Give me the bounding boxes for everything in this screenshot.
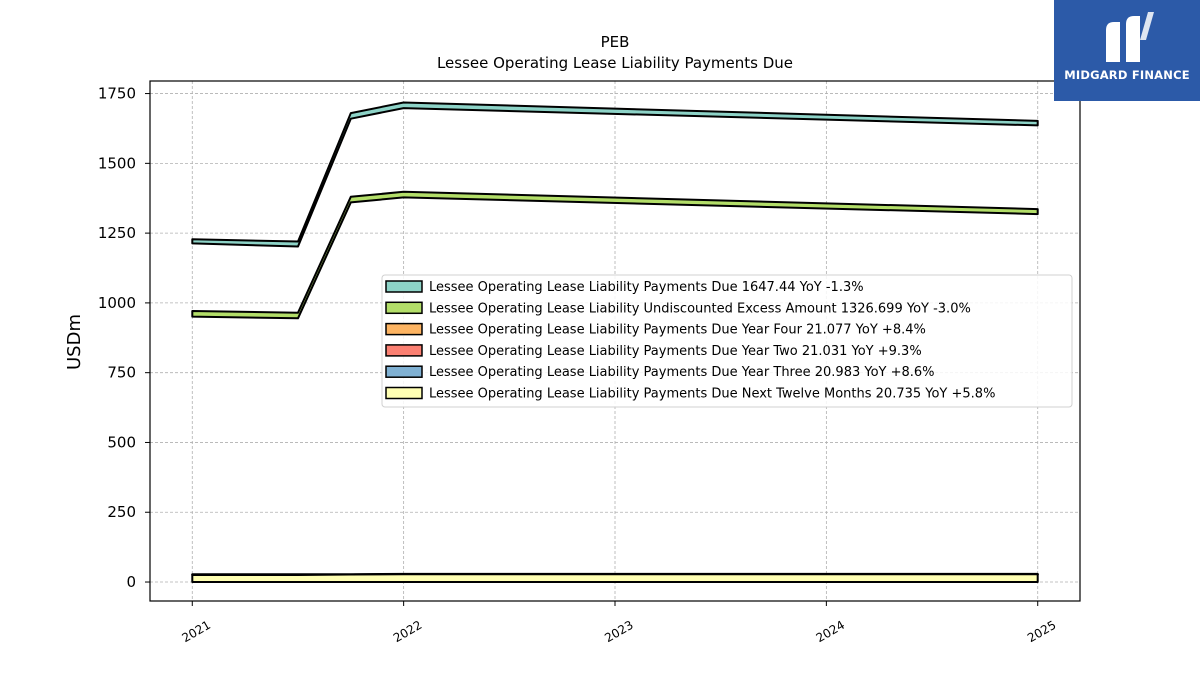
series-band-1 bbox=[191, 190, 1039, 320]
chart-subtitle: Lessee Operating Lease Liability Payment… bbox=[437, 54, 793, 72]
plot-frame bbox=[149, 80, 1081, 602]
logo-text: MIDGARD FINANCE bbox=[1064, 68, 1190, 82]
y-tick-label: 1500 bbox=[98, 154, 136, 172]
legend-swatch-4 bbox=[385, 365, 423, 378]
series-band-5 bbox=[191, 573, 1039, 583]
legend-swatch-1 bbox=[385, 301, 423, 315]
legend-box bbox=[381, 274, 1073, 408]
y-tick-label: 750 bbox=[107, 364, 136, 382]
y-tick-label: 1000 bbox=[98, 294, 136, 312]
legend-label-2: Lessee Operating Lease Liability Payment… bbox=[429, 323, 926, 338]
x-tick-label: 2023 bbox=[602, 618, 635, 645]
series-band-0 bbox=[191, 101, 1039, 248]
legend-swatch-5 bbox=[385, 386, 423, 400]
chart-title: PEB bbox=[601, 33, 630, 51]
x-tick-label: 2021 bbox=[180, 618, 213, 645]
legend-swatch-3 bbox=[385, 344, 423, 357]
x-tick-label: 2022 bbox=[391, 618, 424, 645]
legend-label-0: Lessee Operating Lease Liability Payment… bbox=[429, 280, 864, 295]
x-tick-label: 2024 bbox=[814, 618, 847, 645]
y-tick-label: 500 bbox=[107, 433, 136, 451]
midgard-logo: MIDGARD FINANCE bbox=[1054, 0, 1200, 101]
legend-swatch-0 bbox=[385, 280, 423, 293]
legend-label-3: Lessee Operating Lease Liability Payment… bbox=[429, 344, 922, 359]
y-axis-label: USDm bbox=[64, 314, 85, 370]
legend-swatch-2 bbox=[385, 322, 423, 336]
legend-label-4: Lessee Operating Lease Liability Payment… bbox=[429, 365, 935, 380]
y-tick-label: 250 bbox=[107, 503, 136, 521]
legend-label-1: Lessee Operating Lease Liability Undisco… bbox=[429, 301, 971, 316]
midgard-logo-icon bbox=[1106, 12, 1154, 62]
x-tick-label: 2025 bbox=[1025, 618, 1058, 645]
y-tick-label: 0 bbox=[126, 573, 136, 591]
legend-label-5: Lessee Operating Lease Liability Payment… bbox=[429, 387, 995, 402]
series-layer bbox=[191, 101, 1039, 583]
y-tick-label: 1750 bbox=[98, 85, 136, 103]
legend: Lessee Operating Lease Liability Payment… bbox=[381, 274, 1073, 408]
y-tick-label: 1250 bbox=[98, 224, 136, 242]
